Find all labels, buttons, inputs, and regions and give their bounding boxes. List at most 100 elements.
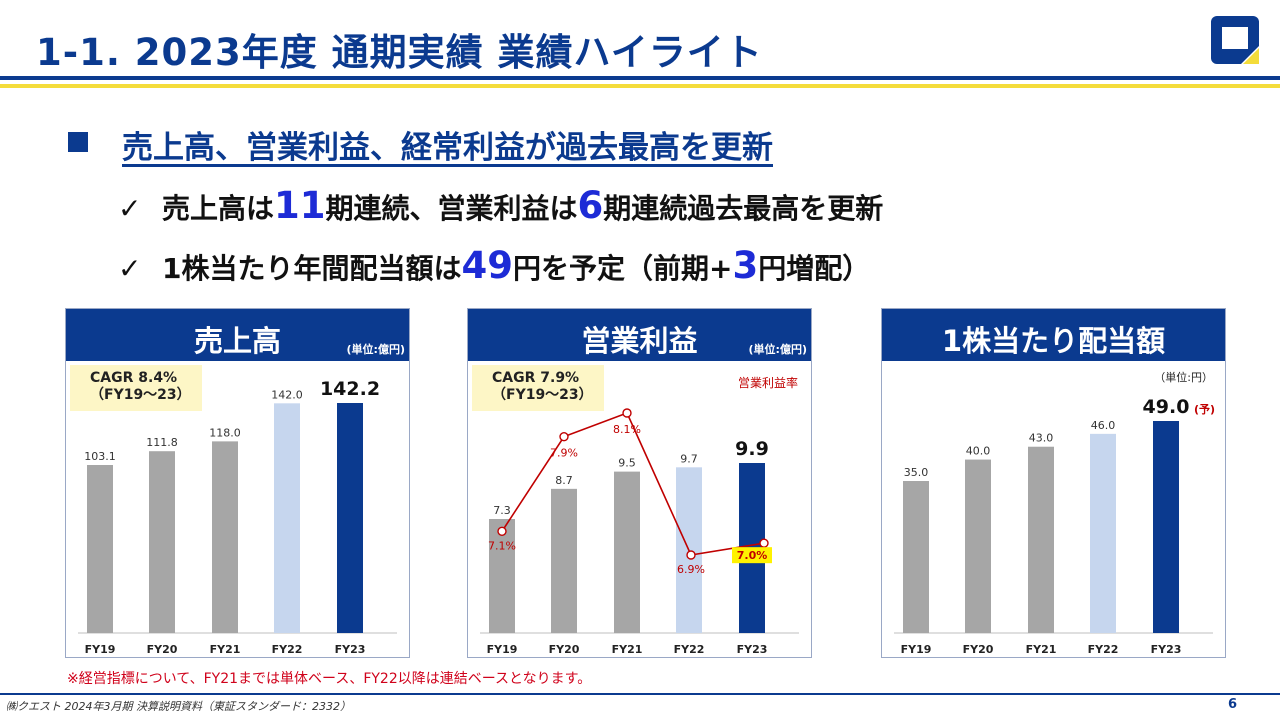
bar-value-fy23: 142.2 xyxy=(320,378,380,400)
bar-value-fy23: 9.9 xyxy=(735,438,769,460)
op-profit-cagr-value: CAGR 7.9% xyxy=(492,370,580,386)
bullet2-number2: 3 xyxy=(732,244,759,287)
op-profit-chart: 7.3 FY19 8.7 FY20 9.5 FY21 9.7 FY22 9.9 FY23 7.1% 7… xyxy=(480,375,799,656)
headline: 売上高、営業利益、経常利益が過去最高を更新 xyxy=(68,122,773,167)
margin-label-fy19: 7.1% xyxy=(488,539,516,552)
margin-legend: 営業利益率 xyxy=(738,375,798,390)
tick-label-fy23: FY23 xyxy=(737,643,768,656)
tick-label-fy21: FY21 xyxy=(612,643,643,656)
bar-fy23 xyxy=(1153,421,1179,633)
tick-label-fy22: FY22 xyxy=(674,643,705,656)
margin-point-fy22 xyxy=(686,550,696,560)
footnote: ※経営指標について、FY21までは単体ベース、FY22以降は連結ベースとなります… xyxy=(67,671,592,687)
dividend-chart: 35.0 FY19 40.0 FY20 43.0 FY21 46.0 FY22 49.0 FY23… xyxy=(894,396,1215,656)
tick-label-fy20: FY20 xyxy=(147,643,178,656)
bar-value-fy23: 49.0 xyxy=(1143,396,1190,418)
margin-point-fy19 xyxy=(497,526,507,537)
bar-value-fy21: 43.0 xyxy=(1029,432,1054,445)
sales-panel-title: 売上高 xyxy=(193,324,281,358)
bar-fy19 xyxy=(903,481,929,633)
bullet1-text1: 売上高は xyxy=(162,192,275,225)
bar-fy22 xyxy=(274,403,300,633)
company-logo xyxy=(1211,16,1259,64)
sales-chart: 103.1 FY19 111.8 FY20 118.0 FY21 142.0 FY22 142.… xyxy=(78,378,397,656)
check-icon: ✓ xyxy=(118,252,142,285)
margin-label-fy23: 7.0% xyxy=(737,549,768,562)
tick-label-fy23: FY23 xyxy=(1151,643,1182,656)
bar-value-fy22: 9.7 xyxy=(680,452,698,465)
bar-value-fy20: 40.0 xyxy=(966,445,991,458)
bar-fy23 xyxy=(337,403,363,633)
tick-label-fy22: FY22 xyxy=(1088,643,1119,656)
bullet2-number1: 49 xyxy=(461,244,513,287)
bar-fy19 xyxy=(87,465,113,633)
op-profit-panel: 営業利益 (単位:億円) 7.3 FY19 8.7 FY20 9.5 FY21 9.7 FY2… xyxy=(467,308,812,658)
title-rule-blue xyxy=(0,76,1280,80)
sales-panel-header: 売上高 (単位:億円) xyxy=(66,309,409,361)
dividend-panel: 1株当たり配当額 35.0 FY19 40.0 FY20 43.0 FY21 46.0 FY2… xyxy=(881,308,1226,658)
sales-unit-label: (単位:億円) xyxy=(346,343,405,356)
bullet2-text3: 円増配） xyxy=(758,252,871,285)
headline-text: 売上高、営業利益、経常利益が過去最高を更新 xyxy=(122,130,773,166)
dividend-unit-label: （単位:円） xyxy=(1154,371,1213,384)
bar-fy22 xyxy=(1090,433,1116,633)
tick-label-fy19: FY19 xyxy=(487,643,518,656)
tick-label-fy22: FY22 xyxy=(272,643,303,656)
margin-point-fy20 xyxy=(559,431,569,442)
bullet2-text2: 円を予定（前期+ xyxy=(512,252,733,285)
bar-value-fy22: 142.0 xyxy=(271,388,303,401)
square-bullet-icon xyxy=(68,131,88,152)
tick-label-fy19: FY19 xyxy=(901,643,932,656)
footer-rule xyxy=(0,693,1280,695)
bar-fy21 xyxy=(614,471,640,633)
margin-label-fy21: 8.1% xyxy=(613,423,641,436)
margin-highlight-fy23 xyxy=(732,547,772,564)
bullet-consecutive-records: ✓ 売上高は11期連続、営業利益は6期連続過去最高を更新 xyxy=(118,184,883,227)
margin-point-fy23 xyxy=(759,538,769,548)
footer-company: ㈱クエスト 2024年3月期 決算説明資料（東証スタンダード：2332） xyxy=(6,700,351,713)
check-icon: ✓ xyxy=(118,192,142,225)
op-profit-panel-title: 営業利益 xyxy=(581,324,698,358)
bullet1-number2: 6 xyxy=(577,184,604,227)
bar-value-fy21: 9.5 xyxy=(618,457,636,470)
tick-label-fy20: FY20 xyxy=(963,643,994,656)
tick-label-fy20: FY20 xyxy=(549,643,580,656)
tick-label-fy23: FY23 xyxy=(335,643,366,656)
op-profit-cagr-box: CAGR 7.9% （FY19～23） xyxy=(472,365,604,411)
sales-panel: 売上高 (単位:億円) 103.1 FY19 111.8 FY20 118.0 FY21 1… xyxy=(65,308,410,658)
bullet1-text3: 期連続過去最高を更新 xyxy=(603,192,884,225)
page-number: 6 xyxy=(1228,697,1238,712)
bar-value-fy22: 46.0 xyxy=(1091,419,1116,432)
tick-label-fy21: FY21 xyxy=(1026,643,1057,656)
bar-fy20 xyxy=(551,488,577,633)
sales-cagr-box: CAGR 8.4% （FY19～23） xyxy=(70,365,202,411)
margin-label-fy22: 6.9% xyxy=(677,563,705,576)
bullet1-text2: 期連続、営業利益は xyxy=(325,192,578,225)
sales-cagr-period: （FY19～23） xyxy=(90,387,191,403)
bar-fy20 xyxy=(965,459,991,633)
tick-label-fy19: FY19 xyxy=(85,643,116,656)
margin-point-fy21 xyxy=(622,408,632,418)
bar-value-fy19: 35.0 xyxy=(904,466,929,479)
bar-fy20 xyxy=(149,451,175,633)
margin-label-fy20: 7.9% xyxy=(550,447,578,460)
dividend-panel-header: 1株当たり配当額 xyxy=(882,309,1225,361)
bar-fy19 xyxy=(489,519,515,633)
bar-fy21 xyxy=(1028,446,1054,633)
title-rule-yellow xyxy=(0,84,1280,88)
forecast-mark: (予) xyxy=(1194,403,1215,416)
op-profit-unit-label: (単位:億円) xyxy=(748,343,807,356)
bullet1-number1: 11 xyxy=(274,184,326,227)
sales-cagr-value: CAGR 8.4% xyxy=(90,370,178,386)
bullet2-text1: 1株当たり年間配当額は xyxy=(162,252,462,285)
bullet-dividend: ✓ 1株当たり年間配当額は49円を予定（前期+3円増配） xyxy=(118,244,870,287)
bar-value-fy20: 8.7 xyxy=(555,474,573,487)
bar-value-fy19: 103.1 xyxy=(84,450,116,463)
bar-fy21 xyxy=(212,441,238,633)
bar-value-fy19: 7.3 xyxy=(493,504,511,517)
bar-value-fy21: 118.0 xyxy=(209,426,241,439)
dividend-panel-title: 1株当たり配当額 xyxy=(941,324,1166,358)
page-title: 1-1. 2023年度 通期実績 業績ハイライト xyxy=(36,31,763,74)
op-profit-panel-header: 営業利益 (単位:億円) xyxy=(468,309,811,361)
bar-value-fy20: 111.8 xyxy=(146,436,178,449)
